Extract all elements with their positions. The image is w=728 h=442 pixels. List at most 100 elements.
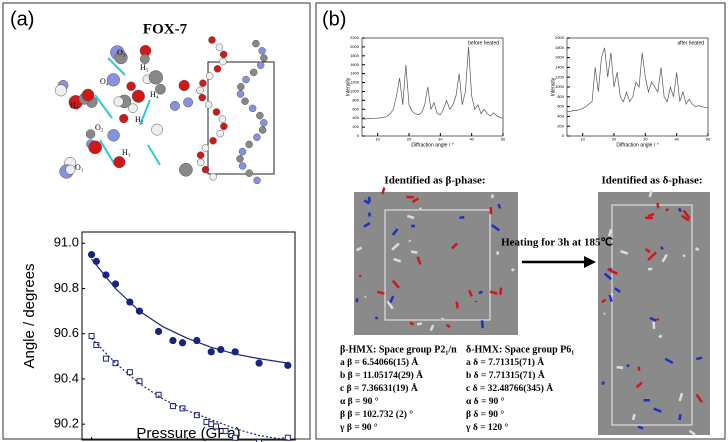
bond	[682, 209, 691, 219]
bond	[601, 298, 607, 304]
atom	[183, 97, 194, 108]
bond	[648, 190, 653, 198]
atom	[155, 83, 166, 95]
atom	[179, 162, 193, 177]
y-tick-label: 400	[557, 113, 564, 118]
atom	[212, 108, 221, 116]
y-tick-label: 1000	[350, 89, 360, 94]
bond	[661, 253, 668, 263]
bond	[416, 256, 422, 265]
atom	[209, 137, 217, 145]
crystal-molecules	[355, 187, 703, 436]
y-tick-label: 2000	[350, 44, 360, 49]
plot-frame	[566, 37, 709, 137]
atom-label: H₂	[135, 115, 144, 124]
bond	[490, 194, 494, 199]
lattice-parameter: a δ = 7.71315(71) Å	[466, 356, 544, 368]
bond	[695, 356, 703, 361]
data-point	[284, 361, 292, 369]
y-axis-label: Angle / degrees	[21, 263, 38, 368]
atom	[201, 144, 210, 152]
atom	[205, 72, 214, 80]
crystal-image	[354, 192, 518, 335]
lattice-parameter: γ δ = 120 °	[465, 422, 509, 433]
bond	[601, 381, 605, 386]
atom	[241, 97, 249, 105]
y-tick-label: 90.8	[54, 280, 79, 295]
fit-curve	[91, 337, 288, 441]
y-tick-label: 1800	[555, 45, 565, 50]
panel-a-border	[2, 2, 311, 440]
bond	[410, 250, 418, 254]
plot-frame	[361, 37, 504, 137]
y-tick-label: 91.0	[54, 235, 79, 250]
bond	[664, 357, 674, 365]
y-tick-label: 1400	[350, 71, 360, 76]
y-tick-label: 200	[352, 124, 359, 129]
atom	[252, 39, 260, 48]
y-tick-label: 90.6	[54, 325, 79, 340]
x-tick-label: 50	[706, 137, 711, 142]
y-tick-label: 1000	[555, 84, 565, 89]
bond	[678, 392, 684, 402]
x-axis-label: Diffraction angle / °	[616, 142, 658, 148]
x-tick-label: 10	[375, 137, 380, 142]
atom	[213, 65, 222, 73]
y-tick-label: 0	[562, 133, 565, 138]
bond	[391, 279, 400, 289]
atom-label: O₄	[100, 77, 109, 86]
fit-curve	[91, 258, 288, 364]
bond	[355, 298, 359, 303]
plot-frame	[81, 231, 296, 441]
atom-label: O₂	[95, 123, 104, 132]
bond	[416, 321, 423, 326]
lattice-parameter: c β = 7.36631(19) Å	[340, 382, 418, 394]
data-point	[126, 369, 133, 376]
atom	[245, 140, 253, 149]
panel-b-border	[315, 2, 726, 440]
y-tick-label: 1200	[555, 74, 565, 79]
atom	[204, 101, 213, 109]
x-tick-label: 20	[612, 137, 617, 142]
atom	[85, 129, 96, 139]
atom	[253, 133, 261, 141]
lattice-parameter: δ-HMX: Space group P6₁	[466, 344, 574, 355]
bond	[637, 366, 641, 371]
atom	[219, 50, 228, 59]
data-point	[155, 391, 162, 398]
bond	[656, 202, 660, 209]
lattice-parameter: β-HMX: Space group P2₁/n	[340, 344, 457, 355]
atom	[215, 43, 224, 51]
atom	[245, 169, 253, 177]
atom	[88, 140, 102, 155]
lattice-parameter: α β = 90 °	[340, 396, 379, 407]
bond	[367, 196, 371, 203]
bond	[489, 290, 498, 295]
y-axis-label: Intensity	[550, 77, 556, 96]
molecule-image	[94, 57, 275, 175]
data-point	[136, 378, 143, 385]
crystal-image	[598, 192, 710, 435]
atom	[196, 158, 205, 167]
data-point	[88, 333, 95, 339]
atom	[237, 83, 245, 91]
bond	[467, 289, 473, 297]
bond	[644, 248, 651, 254]
atom	[258, 47, 266, 55]
y-tick-label: 1200	[350, 80, 360, 85]
x-tick-label: 40	[674, 137, 679, 142]
bond	[429, 324, 435, 332]
atom	[248, 104, 257, 113]
atom	[114, 50, 128, 65]
atom	[81, 88, 95, 102]
bond	[411, 197, 420, 204]
y-tick-label: 600	[557, 104, 564, 109]
atom-label: H₅	[140, 63, 149, 72]
y-tick-label: 800	[557, 94, 564, 99]
bond	[614, 287, 621, 293]
data-point	[208, 421, 215, 428]
bond	[381, 187, 386, 195]
y-tick-label: 2200	[350, 35, 360, 40]
atom	[65, 164, 76, 175]
